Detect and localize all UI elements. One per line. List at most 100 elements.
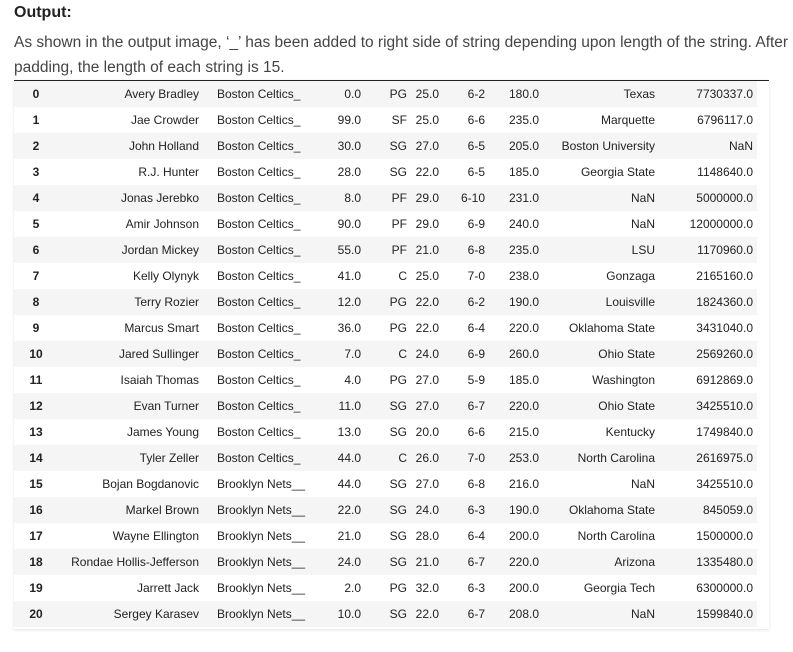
salary-cell: 1148640.0 [697, 165, 753, 179]
row-index: 16 [14, 497, 58, 523]
age-cell: 27.0 [415, 373, 439, 387]
weight-cell: 215.0 [508, 425, 539, 439]
salary-cell: 1335480.0 [663, 549, 757, 575]
weight-cell: 253.0 [489, 445, 543, 471]
table-body: 0 Avery Bradley Boston Celtics_ 0.0 PG 25.0 6-… [14, 81, 757, 627]
age-cell: 22.0 [415, 165, 439, 179]
row-index: 5 [32, 217, 40, 231]
age-cell: 25.0 [415, 269, 439, 283]
team-cell: Boston Celtics_ [203, 237, 317, 263]
college-cell: Oklahoma State [543, 497, 663, 523]
row-index: 12 [14, 393, 58, 419]
salary-cell: 1749840.0 [696, 425, 753, 439]
college-cell: Arizona [543, 549, 663, 575]
team-cell: Boston Celtics_ [217, 373, 301, 387]
player-name-cell: Markel Brown [58, 497, 203, 523]
height-cell: 6-7 [443, 549, 489, 575]
position-cell: PG [389, 373, 407, 387]
weight-cell: 235.0 [508, 113, 539, 127]
college-cell: Washington [592, 373, 655, 387]
row-index: 14 [14, 445, 58, 471]
row-index: 6 [14, 237, 58, 263]
salary-cell: 845059.0 [663, 497, 757, 523]
player-name-cell: Jonas Jerebko [58, 185, 203, 211]
team-cell: Boston Celtics_ [203, 445, 317, 471]
height-cell: 6-3 [443, 497, 489, 523]
row-index: 10 [14, 341, 58, 367]
college-cell: North Carolina [543, 445, 663, 471]
college-cell: Georgia State [580, 165, 655, 179]
height-cell: 7-0 [443, 445, 489, 471]
college-cell: Kentucky [605, 425, 655, 439]
weight-cell: 205.0 [489, 133, 543, 159]
weight-cell: 231.0 [489, 185, 543, 211]
player-name-cell: Jarrett Jack [136, 581, 199, 595]
college-cell: Ohio State [543, 393, 663, 419]
weight-cell: 180.0 [489, 81, 543, 107]
team-cell: Boston Celtics_ [217, 217, 301, 231]
player-name-cell: Terry Rozier [58, 289, 203, 315]
player-name-cell: Tyler Zeller [58, 445, 203, 471]
weight-cell: 235.0 [489, 237, 543, 263]
table-row: 16 Markel Brown Brooklyn Nets__ 22.0 SG 24.0 6… [14, 497, 757, 523]
player-name-cell: Amir Johnson [125, 217, 199, 231]
row-index: 9 [32, 321, 40, 335]
player-name-cell: Kelly Olynyk [132, 269, 199, 283]
height-cell: 6-9 [467, 217, 485, 231]
height-cell: 6-2 [443, 81, 489, 107]
output-heading: Output: [14, 4, 72, 21]
age-cell: 21.0 [411, 237, 443, 263]
age-cell: 20.0 [415, 425, 439, 439]
height-cell: 6-10 [443, 185, 489, 211]
age-cell: 27.0 [411, 393, 443, 419]
team-cell: Boston Celtics_ [203, 289, 317, 315]
salary-cell: 12000000.0 [689, 217, 753, 231]
position-cell: SG [365, 549, 411, 575]
college-cell: Ohio State [543, 341, 663, 367]
position-cell: SG [365, 133, 411, 159]
team-cell: Boston Celtics_ [203, 81, 317, 107]
team-cell: Boston Celtics_ [203, 133, 317, 159]
height-cell: 6-7 [443, 393, 489, 419]
number-cell: 12.0 [317, 289, 365, 315]
age-cell: 24.0 [411, 497, 443, 523]
position-cell: PG [389, 581, 407, 595]
age-cell: 21.0 [411, 549, 443, 575]
row-index: 20 [14, 601, 58, 627]
player-name-cell: John Holland [58, 133, 203, 159]
weight-cell: 238.0 [508, 269, 539, 283]
position-cell: SG [389, 477, 407, 491]
team-cell: Boston Celtics_ [217, 321, 301, 335]
height-cell: 6-5 [443, 133, 489, 159]
salary-cell: 1599840.0 [663, 601, 757, 627]
height-cell: 6-5 [467, 165, 485, 179]
team-cell: Brooklyn Nets__ [203, 601, 317, 627]
position-cell: PF [365, 185, 411, 211]
height-cell: 6-4 [467, 321, 485, 335]
age-cell: 27.0 [415, 477, 439, 491]
weight-cell: 185.0 [508, 373, 539, 387]
college-cell: LSU [543, 237, 663, 263]
salary-cell: 6300000.0 [696, 581, 753, 595]
number-cell: 7.0 [317, 341, 365, 367]
position-cell: PG [365, 289, 411, 315]
number-cell: 28.0 [337, 165, 361, 179]
salary-cell: 6796117.0 [697, 113, 753, 127]
position-cell: SG [389, 425, 407, 439]
age-cell: 25.0 [411, 81, 443, 107]
college-cell: Texas [543, 81, 663, 107]
number-cell: 13.0 [337, 425, 361, 439]
description-paragraph: As shown in the output image, ‘_’ has be… [14, 34, 789, 76]
row-index: 11 [29, 373, 43, 387]
weight-cell: 260.0 [489, 341, 543, 367]
age-cell: 26.0 [411, 445, 443, 471]
table-row: 1 Jae Crowder Boston Celtics_ 99.0 SF 25.0 6-6… [14, 107, 757, 133]
position-cell: SG [365, 601, 411, 627]
table-row: 10 Jared Sullinger Boston Celtics_ 7.0 C 24.0… [14, 341, 757, 367]
table-row: 7 Kelly Olynyk Boston Celtics_ 41.0 C 25.0 7-0… [14, 263, 757, 289]
number-cell: 30.0 [317, 133, 365, 159]
table-row: 9 Marcus Smart Boston Celtics_ 36.0 PG 22.0 6-… [14, 315, 757, 341]
age-cell: 32.0 [415, 581, 439, 595]
team-cell: Brooklyn Nets__ [217, 581, 306, 595]
weight-cell: 190.0 [489, 289, 543, 315]
